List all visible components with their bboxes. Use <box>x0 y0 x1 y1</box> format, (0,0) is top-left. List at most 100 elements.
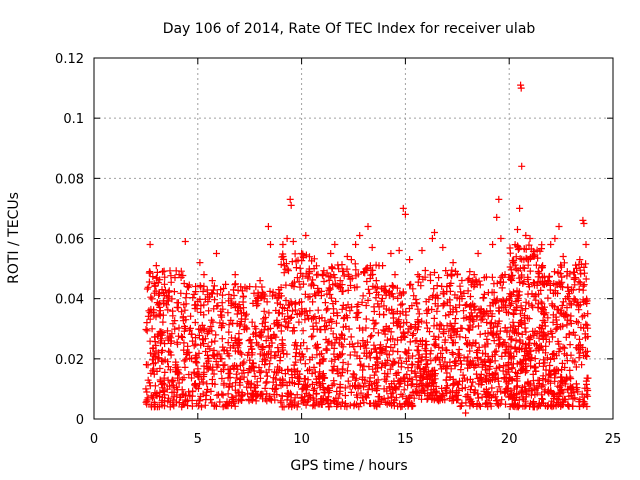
data-point <box>458 277 466 284</box>
data-point <box>558 366 566 374</box>
data-point <box>519 357 527 365</box>
data-point <box>331 241 339 248</box>
data-point <box>238 369 246 377</box>
data-point <box>142 385 150 393</box>
data-point <box>171 317 179 325</box>
data-point <box>248 318 256 326</box>
data-point <box>539 395 546 403</box>
data-point <box>216 398 224 406</box>
data-point <box>170 402 178 410</box>
data-point <box>399 289 407 297</box>
data-point <box>443 369 451 377</box>
data-point <box>327 250 335 257</box>
data-point <box>559 322 567 330</box>
data-point <box>413 346 421 354</box>
data-point <box>293 403 301 411</box>
data-point <box>516 255 524 263</box>
data-point <box>514 242 521 250</box>
data-point <box>505 295 513 303</box>
data-point <box>156 328 164 336</box>
data-point <box>481 357 489 365</box>
data-point <box>487 357 495 365</box>
data-point <box>491 393 499 401</box>
data-point <box>382 305 390 313</box>
data-point <box>495 340 503 348</box>
data-point <box>400 386 408 394</box>
data-point <box>246 356 254 364</box>
data-point <box>391 271 399 279</box>
data-point <box>511 329 519 337</box>
data-point <box>353 283 361 291</box>
data-point <box>303 345 311 353</box>
data-point <box>409 361 416 369</box>
chart-title: Day 106 of 2014, Rate Of TEC Index for r… <box>163 21 536 37</box>
data-point <box>280 403 288 411</box>
data-point <box>436 361 444 369</box>
data-point <box>493 397 501 405</box>
data-point <box>192 301 200 309</box>
data-point <box>166 382 173 390</box>
data-point <box>519 402 527 410</box>
data-point <box>218 335 226 343</box>
data-point <box>538 241 546 249</box>
data-point <box>441 336 449 344</box>
data-point <box>440 300 448 308</box>
data-point <box>145 278 153 286</box>
data-point <box>292 299 300 307</box>
data-point <box>227 295 235 303</box>
data-point <box>274 348 282 356</box>
data-point <box>424 394 432 402</box>
data-point <box>353 391 361 399</box>
data-point <box>259 343 267 351</box>
data-point <box>294 400 302 408</box>
data-point <box>493 388 501 396</box>
data-point <box>290 380 298 387</box>
data-point <box>548 351 556 358</box>
data-point <box>155 291 163 299</box>
data-point <box>373 354 381 362</box>
y-tick-label: 0.08 <box>55 172 84 187</box>
data-point <box>387 343 395 351</box>
data-point <box>284 366 292 374</box>
data-point <box>306 307 314 315</box>
data-point <box>566 341 574 349</box>
data-point <box>175 379 183 387</box>
data-point <box>281 370 289 378</box>
data-point <box>533 389 541 397</box>
data-point <box>530 253 538 260</box>
data-point <box>346 351 354 359</box>
data-point <box>397 301 405 309</box>
data-point <box>164 327 171 335</box>
data-point <box>381 330 389 338</box>
data-point <box>405 346 413 354</box>
data-point <box>570 295 578 303</box>
data-point <box>468 342 476 350</box>
data-point <box>544 314 552 322</box>
data-point <box>215 350 223 358</box>
data-point <box>499 367 507 375</box>
data-point <box>210 282 218 290</box>
data-point <box>553 305 561 313</box>
data-point <box>156 307 164 315</box>
data-point <box>218 324 225 332</box>
data-point <box>520 395 527 403</box>
data-point <box>374 300 382 308</box>
data-point <box>372 361 380 369</box>
data-point <box>473 278 480 286</box>
data-point <box>449 325 457 332</box>
data-point <box>361 269 369 277</box>
data-point <box>285 402 293 410</box>
data-point <box>344 270 352 278</box>
data-point <box>579 296 587 304</box>
data-point <box>346 307 354 315</box>
data-point <box>213 250 220 257</box>
data-point <box>423 319 430 327</box>
data-point <box>178 334 186 341</box>
data-point <box>514 226 521 233</box>
data-point <box>252 283 260 291</box>
data-point <box>560 311 568 319</box>
data-point <box>175 324 183 332</box>
data-point <box>306 253 313 261</box>
data-point <box>417 282 425 290</box>
data-point <box>419 337 426 344</box>
